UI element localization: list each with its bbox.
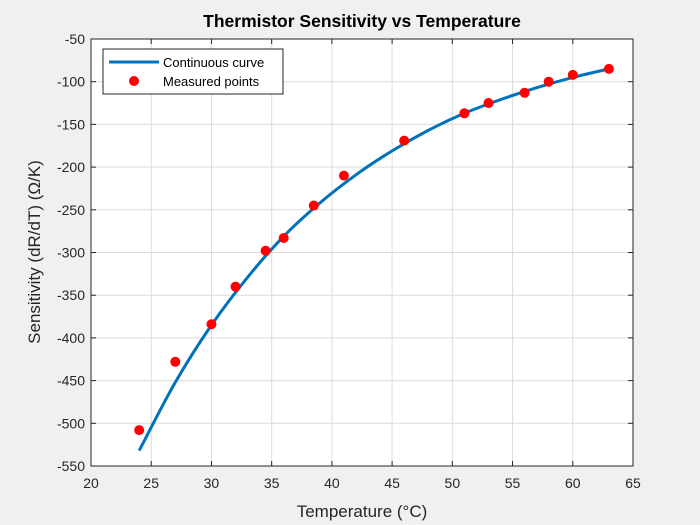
measured-point (338, 170, 349, 181)
chart-title: Thermistor Sensitivity vs Temperature (203, 11, 521, 31)
y-tick-label: -100 (57, 74, 85, 90)
ticks: 20 25 30 35 40 45 50 55 60 65 -550 -500 -450 -400 -350… (57, 31, 641, 491)
x-tick-label: 25 (143, 475, 159, 491)
measured-point (308, 200, 319, 211)
points-layer (134, 63, 614, 436)
measured-point (567, 69, 578, 80)
y-tick-label: -400 (57, 330, 85, 346)
y-tick-label: -550 (57, 458, 85, 474)
measured-point (543, 76, 554, 87)
measured-point (519, 87, 530, 98)
x-tick-label: 20 (83, 475, 99, 491)
y-tick-label: -350 (57, 287, 85, 303)
measured-point (260, 245, 271, 256)
legend: Continuous curve Measured points (102, 48, 284, 95)
legend-label-points: Measured points (163, 74, 260, 89)
y-tick-label: -50 (65, 31, 85, 47)
x-tick-label: 45 (384, 475, 400, 491)
measured-point (134, 425, 145, 436)
y-tick-label: -450 (57, 373, 85, 389)
legend-label-curve: Continuous curve (163, 55, 264, 70)
x-tick-label: 55 (505, 475, 521, 491)
x-axis-label: Temperature (°C) (297, 502, 428, 521)
measured-point (170, 356, 181, 367)
y-tick-label: -250 (57, 202, 85, 218)
legend-box (102, 48, 284, 95)
y-tick-label: -200 (57, 159, 85, 175)
x-tick-label: 65 (625, 475, 641, 491)
x-tick-label: 50 (445, 475, 461, 491)
measured-point (483, 98, 494, 109)
measured-point (399, 135, 410, 146)
measured-point (278, 232, 289, 243)
legend-marker-icon (129, 76, 139, 86)
measured-point (459, 108, 470, 119)
y-axis-label: Sensitivity (dR/dT) (Ω/K) (25, 160, 44, 344)
measured-point (603, 63, 614, 74)
measured-point (206, 319, 217, 330)
y-tick-label: -150 (57, 116, 85, 132)
measured-point (230, 281, 241, 292)
x-tick-label: 30 (204, 475, 220, 491)
y-tick-label: -500 (57, 415, 85, 431)
x-tick-label: 40 (324, 475, 340, 491)
y-tick-label: -300 (57, 245, 85, 261)
x-tick-label: 35 (264, 475, 280, 491)
x-tick-label: 60 (565, 475, 581, 491)
